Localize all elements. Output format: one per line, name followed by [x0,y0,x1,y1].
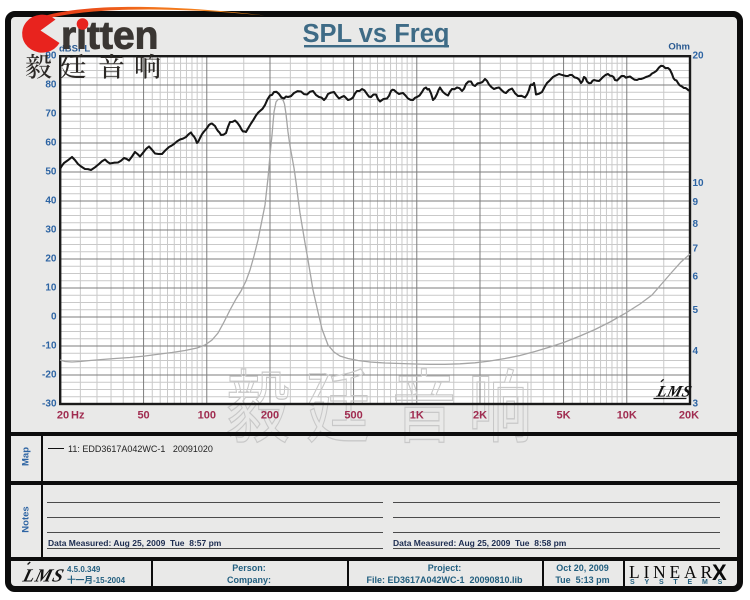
svg-text:500: 500 [344,410,362,422]
svg-text:5: 5 [693,305,699,316]
svg-text:LMS: LMS [654,382,694,401]
svg-text:60: 60 [45,138,57,149]
svg-text:3: 3 [693,399,699,410]
svg-text:-30: -30 [42,399,57,410]
svg-text:20K: 20K [679,410,699,422]
svg-text:80: 80 [45,80,57,91]
svg-text:rıtten: rıtten [61,15,159,58]
svg-text:100: 100 [198,410,216,422]
svg-text:-10: -10 [42,341,57,352]
svg-text:Ohm: Ohm [668,42,690,53]
svg-text:LMS: LMS [20,566,67,587]
svg-text:10: 10 [693,178,705,189]
svg-text:40: 40 [45,196,57,207]
svg-text:9: 9 [693,197,699,208]
svg-text:70: 70 [45,109,57,120]
svg-text:0: 0 [51,312,57,323]
svg-text:20: 20 [693,51,705,62]
svg-text:10: 10 [45,283,57,294]
svg-text:20: 20 [45,254,57,265]
svg-text:2K: 2K [473,410,487,422]
svg-text:8: 8 [693,219,699,230]
svg-text:20: 20 [57,410,69,422]
svg-text:90: 90 [45,51,57,62]
svg-text:6: 6 [693,272,699,283]
svg-text:200: 200 [261,410,279,422]
svg-text:10K: 10K [617,410,637,422]
svg-text:50: 50 [45,167,57,178]
svg-text:dBSPL: dBSPL [59,44,90,55]
svg-text:50: 50 [137,410,149,422]
svg-text:4: 4 [693,346,699,357]
svg-text:-20: -20 [42,370,57,381]
svg-text:Hz: Hz [71,410,85,422]
svg-text:5K: 5K [557,410,571,422]
svg-text:1K: 1K [410,410,424,422]
svg-text:7: 7 [693,243,699,254]
svg-text:SPL vs Freq: SPL vs Freq [303,20,450,48]
svg-text:30: 30 [45,225,57,236]
